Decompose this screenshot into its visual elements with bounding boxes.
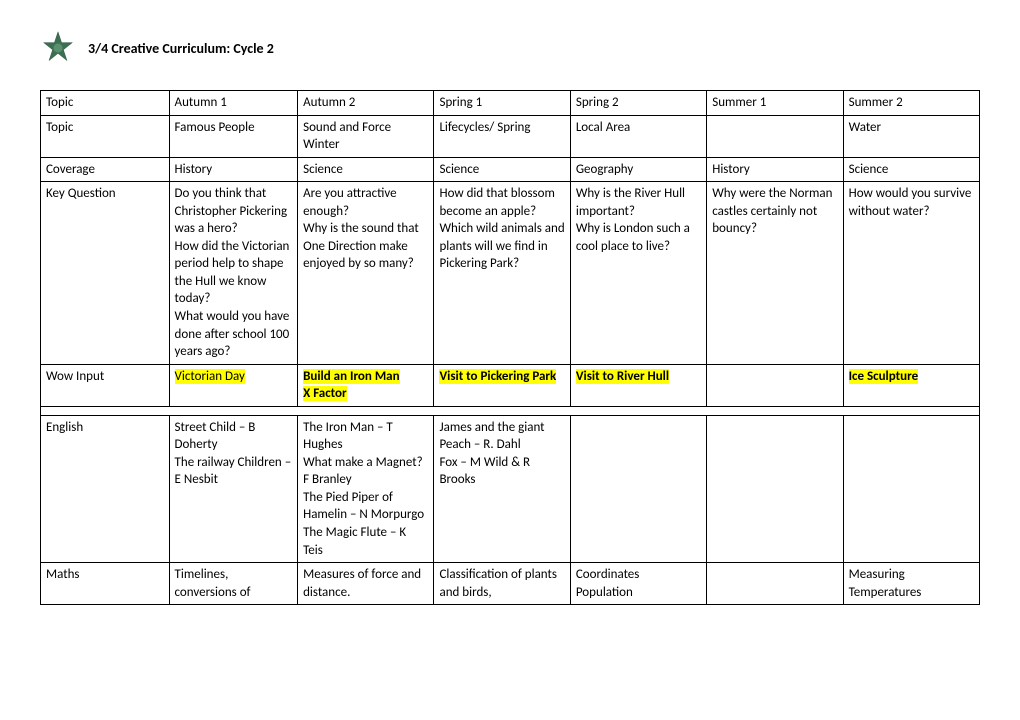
table-row: MathsTimelines, conversions ofMeasures o… — [41, 563, 980, 605]
school-logo-icon — [40, 30, 76, 66]
table-row: Wow Input Victorian Day Build an Iron ManX… — [41, 364, 980, 406]
row-label-cell: Key Question — [41, 182, 170, 364]
data-cell: Why were the Norman castles certainly no… — [707, 182, 843, 364]
data-cell: Classification of plants and birds, — [434, 563, 570, 605]
highlighted-text: Visit to Pickering Park — [439, 369, 556, 384]
data-cell: Build an Iron ManX Factor — [298, 364, 434, 406]
data-cell: Summer 1 — [707, 91, 843, 116]
data-cell — [570, 415, 706, 562]
data-cell: The Iron Man – T HughesWhat make a Magne… — [298, 415, 434, 562]
highlighted-text: Build an Iron ManX Factor — [303, 369, 399, 402]
data-cell — [707, 415, 843, 562]
data-cell: Measuring Temperatures — [843, 563, 979, 605]
highlighted-text: Victorian Day — [175, 369, 245, 384]
data-cell: Visit to River Hull — [570, 364, 706, 406]
data-cell: CoordinatesPopulation — [570, 563, 706, 605]
data-cell: Autumn 1 — [169, 91, 298, 116]
data-cell: History — [169, 157, 298, 182]
row-label-cell: Wow Input — [41, 364, 170, 406]
divider-cell — [41, 406, 980, 415]
data-cell: How would you survive without water? — [843, 182, 979, 364]
data-cell: Water — [843, 115, 979, 157]
row-label-cell: Maths — [41, 563, 170, 605]
data-cell: Why is the River Hull important?Why is L… — [570, 182, 706, 364]
data-cell: How did that blossom become an apple?Whi… — [434, 182, 570, 364]
data-cell: Autumn 2 — [298, 91, 434, 116]
data-cell: Science — [434, 157, 570, 182]
data-cell: Spring 2 — [570, 91, 706, 116]
table-row: TopicAutumn 1Autumn 2Spring 1Spring 2Sum… — [41, 91, 980, 116]
data-cell — [707, 364, 843, 406]
data-cell: Are you attractive enough?Why is the sou… — [298, 182, 434, 364]
data-cell: Famous People — [169, 115, 298, 157]
data-cell: Lifecycles/ Spring — [434, 115, 570, 157]
data-cell: James and the giant Peach – R. DahlFox –… — [434, 415, 570, 562]
data-cell — [707, 115, 843, 157]
data-cell: Victorian Day — [169, 364, 298, 406]
row-label-cell: English — [41, 415, 170, 562]
table-row: CoverageHistoryScienceScienceGeographyHi… — [41, 157, 980, 182]
table-row: Key QuestionDo you think that Christophe… — [41, 182, 980, 364]
data-cell: Local Area — [570, 115, 706, 157]
data-cell — [707, 563, 843, 605]
data-cell: Visit to Pickering Park — [434, 364, 570, 406]
data-cell: Science — [843, 157, 979, 182]
data-cell: Summer 2 — [843, 91, 979, 116]
table-row: EnglishStreet Child – B DohertyThe railw… — [41, 415, 980, 562]
data-cell: Timelines, conversions of — [169, 563, 298, 605]
data-cell: Ice Sculpture — [843, 364, 979, 406]
data-cell — [843, 415, 979, 562]
row-label-cell: Topic — [41, 115, 170, 157]
data-cell: Street Child – B DohertyThe railway Chil… — [169, 415, 298, 562]
highlighted-text: Visit to River Hull — [576, 369, 669, 384]
data-cell: History — [707, 157, 843, 182]
row-label-cell: Topic — [41, 91, 170, 116]
table-row — [41, 406, 980, 415]
data-cell: Do you think that Christopher Pickering … — [169, 182, 298, 364]
document-header: 3/4 Creative Curriculum: Cycle 2 — [40, 30, 980, 66]
data-cell: Sound and ForceWinter — [298, 115, 434, 157]
highlighted-text: Ice Sculpture — [849, 369, 919, 384]
row-label-cell: Coverage — [41, 157, 170, 182]
document-title: 3/4 Creative Curriculum: Cycle 2 — [88, 40, 274, 57]
data-cell: Spring 1 — [434, 91, 570, 116]
data-cell: Measures of force and distance. — [298, 563, 434, 605]
curriculum-table: TopicAutumn 1Autumn 2Spring 1Spring 2Sum… — [40, 90, 980, 605]
table-row: TopicFamous PeopleSound and ForceWinterL… — [41, 115, 980, 157]
data-cell: Science — [298, 157, 434, 182]
data-cell: Geography — [570, 157, 706, 182]
